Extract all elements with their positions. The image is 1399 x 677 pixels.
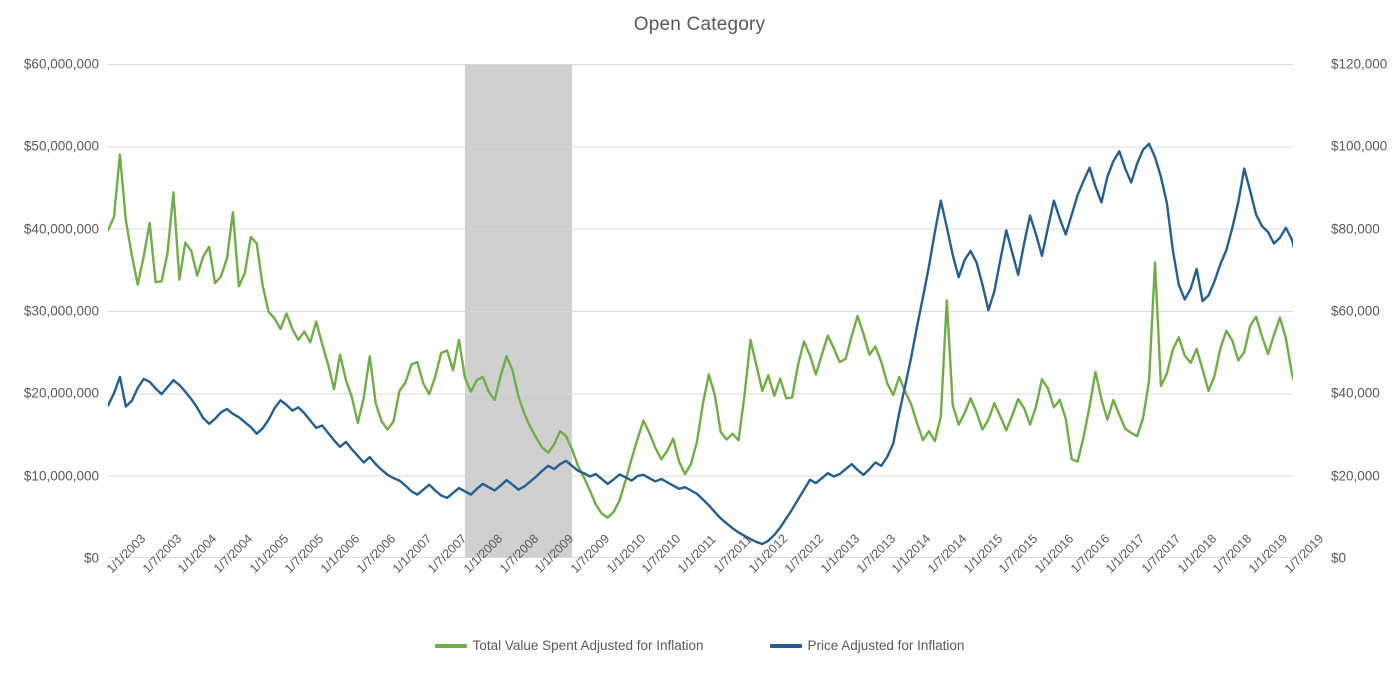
legend-color-swatch (769, 643, 802, 648)
y-axis-left-tick-label: $40,000,000 (23, 221, 99, 237)
gridline-group (108, 64, 1293, 477)
series-group (108, 142, 1293, 546)
series-line-1 (108, 153, 1293, 519)
y-axis-left-tick-label: $30,000,000 (23, 303, 99, 319)
y-axis-left-tick-label: $60,000,000 (23, 56, 99, 72)
legend-color-swatch (434, 643, 467, 648)
series-line-2 (108, 142, 1293, 546)
legend-item[interactable]: Total Value Spent Adjusted for Inflation (434, 638, 704, 653)
y-axis-right-tick-label: $80,000 (1331, 221, 1380, 237)
y-axis-right-tick-label: $0 (1331, 550, 1347, 566)
y-axis-right-tick-label: $60,000 (1331, 303, 1380, 319)
y-axis-right-tick-label: $120,000 (1331, 56, 1388, 72)
chart-legend: Total Value Spent Adjusted for Inflation… (0, 638, 1399, 653)
plot-area (108, 64, 1293, 558)
legend-item[interactable]: Price Adjusted for Inflation (769, 638, 965, 653)
y-axis-right-tick-label: $40,000 (1331, 385, 1380, 401)
legend-label: Total Value Spent Adjusted for Inflation (472, 638, 704, 653)
legend-label: Price Adjusted for Inflation (807, 638, 965, 653)
y-axis-left-tick-label: $10,000,000 (23, 468, 99, 484)
y-axis-left-tick-label: $50,000,000 (23, 138, 99, 154)
y-axis-right-tick-label: $20,000 (1331, 468, 1380, 484)
plot-svg (108, 64, 1293, 558)
y-axis-left-tick-label: $20,000,000 (23, 385, 99, 401)
y-axis-right-tick-label: $100,000 (1331, 138, 1388, 154)
y-axis-left-tick-label: $0 (83, 550, 99, 566)
chart-title: Open Category (633, 14, 766, 35)
